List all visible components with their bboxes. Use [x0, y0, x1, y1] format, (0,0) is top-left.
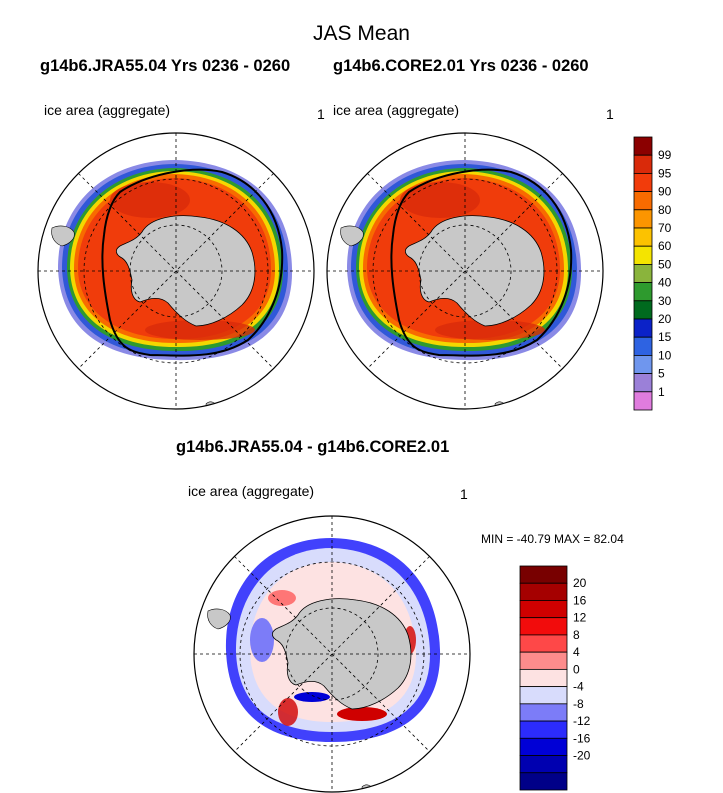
antarctica-land	[405, 215, 545, 327]
colorbar-diff-tick-label: 4	[573, 645, 580, 659]
diff-header: g14b6.JRA55.04 - g14b6.CORE2.01	[176, 438, 450, 456]
south-america-land	[207, 608, 231, 630]
colorbar-top-swatch	[633, 282, 653, 302]
colorbar-diff: 20 16 12 8 4 0 -4 -8 -12 -16 -20	[519, 565, 591, 791]
colorbar-diff-tick-label: 16	[573, 593, 587, 607]
colorbar-top-swatch	[633, 209, 653, 229]
colorbar-top-swatch	[633, 318, 653, 338]
colorbar-diff-swatch	[519, 703, 568, 722]
colorbar-top-tick-label: 90	[658, 185, 672, 199]
colorbar-diff-swatch	[519, 755, 568, 774]
colorbar-diff-tick-label: -16	[573, 731, 591, 745]
diff-blue-patch	[250, 618, 274, 662]
colorbar-top-tick-label: 50	[658, 257, 672, 271]
main-title: JAS Mean	[313, 22, 410, 45]
colorbar-diff-tick-label: -8	[573, 697, 584, 711]
colorbar-diff-tick-label: -12	[573, 714, 591, 728]
diff-red-patch	[268, 590, 296, 606]
colorbar-top-swatch	[633, 172, 653, 192]
colorbar-diff-swatch	[519, 720, 568, 739]
colorbar-top-swatch	[633, 227, 653, 247]
panel-left-label: ice area (aggregate)	[44, 102, 171, 118]
colorbar-diff-tick-label: 12	[573, 611, 587, 625]
colorbar-diff-swatch	[519, 668, 568, 688]
diff-red-patch	[278, 698, 298, 726]
colorbar-top-swatch	[633, 245, 653, 265]
colorbar-diff-swatch	[519, 686, 568, 705]
grid-right	[327, 133, 603, 409]
colorbar-top-swatch	[633, 263, 653, 283]
colorbar-top-tick-label: 70	[658, 221, 672, 235]
colorbar-top: 99 95 90 80 70 60 50 40 30 20 15 10 5 1	[633, 136, 672, 411]
colorbar-top-swatch	[633, 191, 653, 211]
colorbar-top-tick-label: 15	[658, 330, 672, 344]
panel-diff-label: ice area (aggregate)	[188, 483, 315, 499]
min-max-text: MIN = -40.79 MAX = 82.04	[481, 532, 624, 546]
colorbar-top-tick-label: 80	[658, 203, 672, 217]
diff-red-patch	[337, 707, 387, 721]
colorbar-top-tick-label: 99	[658, 148, 672, 162]
colorbar-diff-swatch	[519, 582, 568, 601]
colorbar-diff-tick-label: 20	[573, 576, 587, 590]
south-america-land	[340, 225, 364, 247]
map-right	[326, 132, 604, 410]
colorbar-top-tick-label: 20	[658, 312, 672, 326]
ice-pack-dark-patch	[110, 182, 190, 218]
colorbar-top-tick-label: 40	[658, 276, 672, 290]
panel-diff-number: 1	[460, 486, 468, 502]
antarctica-land	[116, 215, 256, 327]
ice-pack-dark-patch	[145, 320, 255, 340]
left-run-header: g14b6.JRA55.04 Yrs 0236 - 0260	[40, 57, 291, 75]
colorbar-diff-swatch	[519, 737, 568, 756]
map-diff	[193, 515, 471, 793]
colorbar-top-swatch	[633, 154, 653, 174]
colorbar-top-tick-label: 1	[658, 385, 665, 399]
colorbar-diff-swatch	[519, 772, 568, 791]
colorbar-top-tick-label: 95	[658, 166, 672, 180]
grid-diff	[194, 516, 470, 792]
panel-left-number: 1	[317, 106, 325, 122]
colorbar-top-swatch	[633, 300, 653, 320]
map-left	[37, 132, 315, 410]
right-run-header: g14b6.CORE2.01 Yrs 0236 - 0260	[333, 57, 589, 75]
obs-ice-edge-line	[390, 168, 573, 357]
panel-right-label: ice area (aggregate)	[333, 102, 460, 118]
colorbar-diff-tick-label: -4	[573, 680, 584, 694]
colorbar-diff-swatch	[519, 651, 568, 670]
colorbar-top-swatch	[633, 336, 653, 356]
colorbar-top-swatch	[633, 354, 653, 374]
ice-pack-dark-patch	[435, 320, 545, 340]
colorbar-diff-tick-label: 8	[573, 628, 580, 642]
colorbar-top-tick-label: 5	[658, 367, 665, 381]
panel-right-number: 1	[606, 106, 614, 122]
colorbar-top-tick-label: 60	[658, 239, 672, 253]
colorbar-diff-tick-label: 0	[573, 662, 580, 676]
colorbar-diff-tick-label: -20	[573, 749, 591, 763]
colorbar-top-tick-label: 10	[658, 348, 672, 362]
colorbar-top-swatch	[633, 136, 653, 156]
obs-ice-edge-line	[101, 168, 284, 357]
ice-pack-dark-patch	[400, 182, 480, 218]
antarctica-land	[272, 598, 412, 710]
colorbar-diff-swatch	[519, 565, 568, 584]
south-america-land	[51, 225, 75, 247]
colorbar-top-swatch	[633, 391, 653, 411]
diff-blue-patch	[294, 692, 330, 702]
colorbar-diff-swatch	[519, 634, 568, 653]
colorbar-top-tick-label: 30	[658, 294, 672, 308]
colorbar-top-swatch	[633, 373, 653, 393]
colorbar-diff-swatch	[519, 600, 568, 619]
grid-left	[38, 133, 314, 409]
colorbar-diff-swatch	[519, 617, 568, 636]
